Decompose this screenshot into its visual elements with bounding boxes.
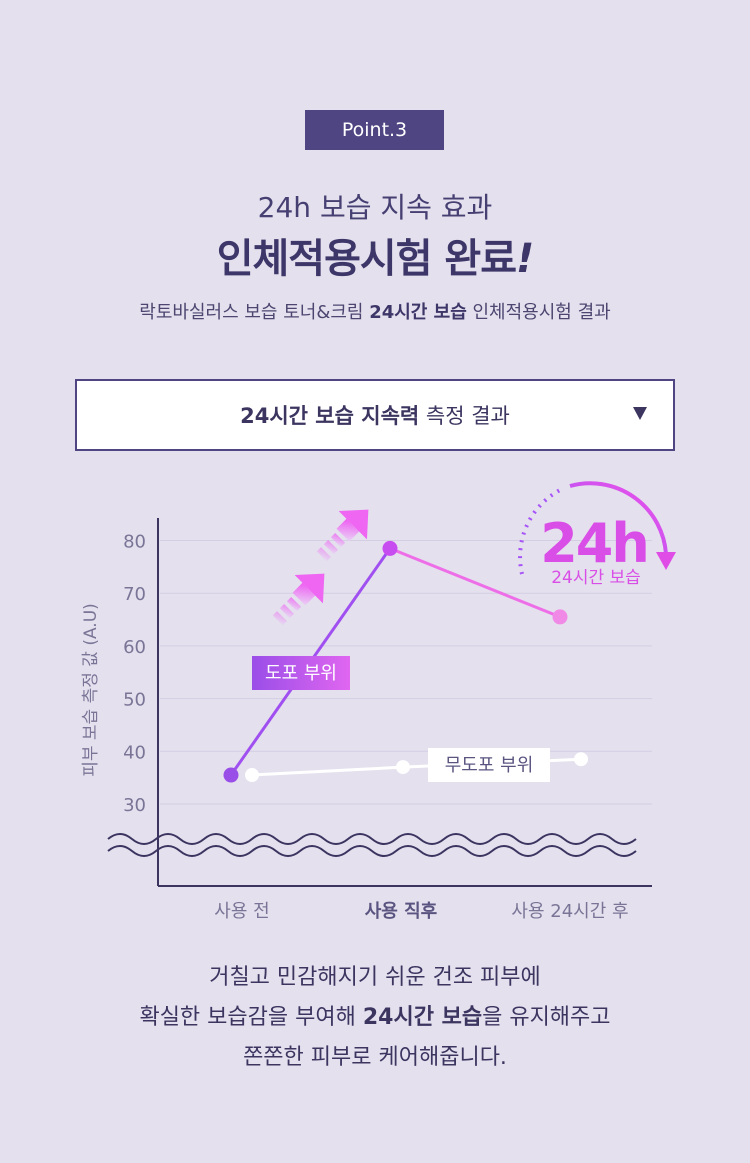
desc-bold: 24시간 보습 — [369, 302, 467, 323]
footer-line-3: 쫀쫀한 피부로 케어해줍니다. — [243, 1045, 507, 1070]
page-title: 인체적용시험 완료! — [0, 226, 750, 284]
x-tick-0: 사용 전 — [214, 901, 269, 922]
axis-break-wave-top — [107, 833, 637, 845]
y-tick-70: 70 — [123, 584, 146, 605]
badge-small: 24시간 보습 — [551, 568, 641, 588]
x-tick-1: 사용 직후 — [365, 901, 438, 922]
footer-text: 거칠고 민감해지기 쉬운 건조 피부에 확실한 보습감을 부여해 24시간 보습… — [0, 958, 750, 1078]
dropdown-arrow-icon[interactable] — [633, 407, 647, 420]
result-dropdown[interactable]: 24시간 보습 지속력 측정 결과 — [75, 379, 675, 451]
series-treated-line-b — [389, 547, 561, 619]
desc-pre: 락토바실러스 보습 토너&크림 — [139, 302, 370, 323]
y-tick-50: 50 — [123, 690, 146, 711]
dropdown-label-bold: 24시간 보습 지속력 — [240, 404, 420, 428]
title-text: 인체적용시험 완료 — [216, 236, 517, 282]
point-badge: Point.3 — [305, 110, 444, 150]
page-subtitle: 24h 보습 지속 효과 — [257, 191, 493, 224]
series-points — [223, 540, 588, 783]
footer-line-2: 확실한 보습감을 부여해 24시간 보습을 유지해주고 — [0, 998, 750, 1038]
treated-point-0 — [223, 767, 239, 783]
24h-badge: 24h 24시간 보습 — [518, 481, 676, 588]
y-tick-60: 60 — [123, 637, 146, 658]
x-tick-labels: 사용 전 사용 직후 사용 24시간 후 — [214, 901, 628, 922]
treated-point-2 — [552, 609, 568, 625]
legend-treated-tag: 도포 부위 — [252, 656, 350, 690]
footer-line-1: 거칠고 민감해지기 쉬운 건조 피부에 — [209, 965, 541, 990]
desc-post: 인체적용시험 결과 — [466, 302, 611, 323]
treated-point-1 — [382, 540, 398, 556]
legend-treated-label: 도포 부위 — [265, 663, 337, 684]
dropdown-label: 24시간 보습 지속력 측정 결과 — [240, 400, 510, 430]
y-axis-label: 피부 보습 측정 값 (A.U) — [81, 603, 101, 777]
untreated-point-2 — [574, 752, 588, 767]
rising-arrows-icon — [272, 509, 369, 626]
legend-untreated-tag: 무도포 부위 — [428, 748, 550, 782]
footer-line-2-bold: 24시간 보습 — [362, 1005, 483, 1030]
x-tick-2: 사용 24시간 후 — [511, 901, 628, 922]
footer-line-2-post: 을 유지해주고 — [482, 1005, 611, 1030]
legend-untreated-label: 무도포 부위 — [445, 755, 534, 776]
y-tick-80: 80 — [123, 532, 146, 553]
y-tick-labels: 30 40 50 60 70 80 — [123, 532, 146, 817]
title-exclamation: ! — [516, 236, 534, 282]
footer-line-2-pre: 확실한 보습감을 부여해 — [139, 1005, 363, 1030]
grid-lines — [160, 540, 652, 805]
axis-break-wave-bottom — [107, 845, 637, 857]
dropdown-label-rest: 측정 결과 — [419, 404, 510, 428]
y-tick-30: 30 — [123, 795, 146, 816]
description: 락토바실러스 보습 토너&크림 24시간 보습 인체적용시험 결과 — [0, 298, 750, 324]
y-tick-40: 40 — [123, 742, 146, 763]
badge-big: 24h — [540, 512, 648, 575]
ring-arrow-icon — [656, 552, 676, 570]
untreated-point-1 — [396, 760, 410, 775]
untreated-point-0 — [245, 768, 259, 783]
